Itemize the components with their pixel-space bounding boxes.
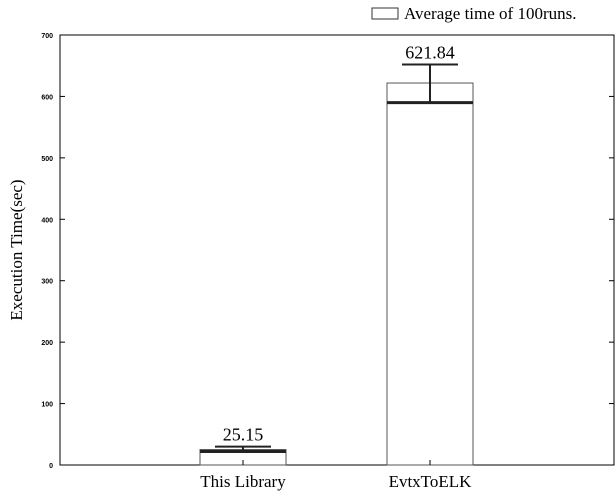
- y-tick-label: 700: [41, 33, 53, 40]
- y-tick-label: 400: [41, 217, 53, 224]
- plot-frame: [59, 34, 615, 466]
- y-axis-label: Execution Time(sec): [7, 179, 26, 320]
- y-tick-label: 100: [41, 402, 53, 409]
- x-axis-ticks: This Library EvtxToELK: [200, 460, 472, 491]
- x-tick-label: EvtxToELK: [389, 472, 473, 491]
- bar: [386, 82, 474, 466]
- legend-swatch: [371, 7, 399, 20]
- legend-label: Average time of 100runs.: [404, 4, 576, 23]
- x-tick-label: This Library: [200, 472, 286, 491]
- y-tick-label: 200: [41, 340, 53, 347]
- y-tick-label: 600: [41, 94, 53, 101]
- legend: Average time of 100runs.: [371, 4, 576, 23]
- y-tick-label: 300: [41, 279, 53, 286]
- bar-value-label: 25.15: [223, 425, 264, 445]
- y-axis-ticks: 0 100 200 300 400 500 600 700: [41, 33, 614, 470]
- bars: 25.15 621.84: [199, 42, 474, 466]
- y-tick-label: 500: [41, 156, 53, 163]
- bar-value-label: 621.84: [405, 42, 455, 62]
- y-tick-label: 0: [49, 463, 53, 470]
